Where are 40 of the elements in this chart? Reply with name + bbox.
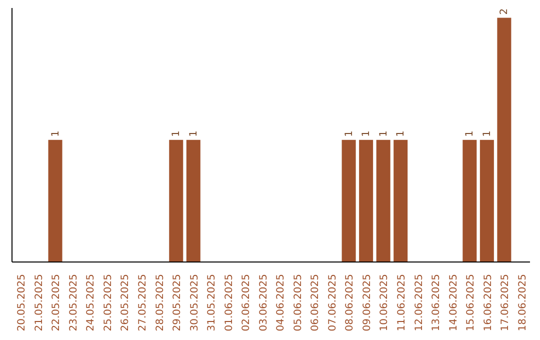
x-tick-label: 22.05.2025 (51, 274, 62, 332)
data-label: 2 (499, 8, 510, 15)
x-tick-label: 06.06.2025 (310, 274, 322, 332)
x-tick-label: 23.05.2025 (68, 274, 80, 332)
x-tick-label: 25.05.2025 (102, 274, 114, 332)
x-tick-label: 14.06.2025 (448, 274, 460, 332)
x-tick-label: 31.05.2025 (206, 274, 218, 332)
data-label: 1 (378, 130, 390, 137)
data-label: 1 (344, 130, 355, 137)
data-label: 1 (464, 130, 476, 137)
data-label: 1 (50, 130, 62, 137)
x-tick-label: 26.05.2025 (120, 274, 132, 332)
x-tick-label: 08.06.2025 (344, 274, 356, 332)
x-tick-label: 18.06.2025 (517, 274, 528, 332)
x-tick-label: 04.06.2025 (276, 274, 287, 332)
x-tick-label: 05.06.2025 (292, 274, 304, 332)
x-tick-label: 03.06.2025 (258, 274, 270, 332)
x-tick-label: 13.06.2025 (431, 274, 442, 332)
x-tick-label: 24.05.2025 (86, 274, 97, 332)
data-label: 1 (361, 130, 372, 137)
x-tick-label: 28.05.2025 (154, 274, 166, 332)
x-tick-label: 07.06.2025 (327, 274, 338, 332)
x-tick-label: 10.06.2025 (379, 274, 390, 332)
x-tick-label: 20.05.2025 (16, 274, 28, 332)
data-label: 1 (188, 130, 200, 137)
x-tick-label: 11.06.2025 (396, 274, 408, 332)
x-tick-label: 30.05.2025 (189, 274, 200, 332)
x-tick-label: 21.05.2025 (34, 274, 45, 332)
x-tick-label: 16.06.2025 (482, 274, 494, 332)
data-label: 1 (396, 130, 407, 137)
x-tick-label: 29.05.2025 (172, 274, 184, 332)
x-tick-label: 09.06.2025 (362, 274, 373, 332)
x-tick-label: 15.06.2025 (466, 274, 477, 332)
x-tick-label: 01.06.2025 (224, 274, 235, 332)
x-tick-label: 17.06.2025 (500, 274, 512, 332)
x-tick-label: 27.05.2025 (138, 274, 148, 332)
x-tick-label: 12.06.2025 (414, 274, 425, 332)
data-label: 1 (482, 130, 493, 137)
x-tick-label: 02.06.2025 (241, 274, 252, 332)
data-label: 1 (171, 130, 182, 137)
